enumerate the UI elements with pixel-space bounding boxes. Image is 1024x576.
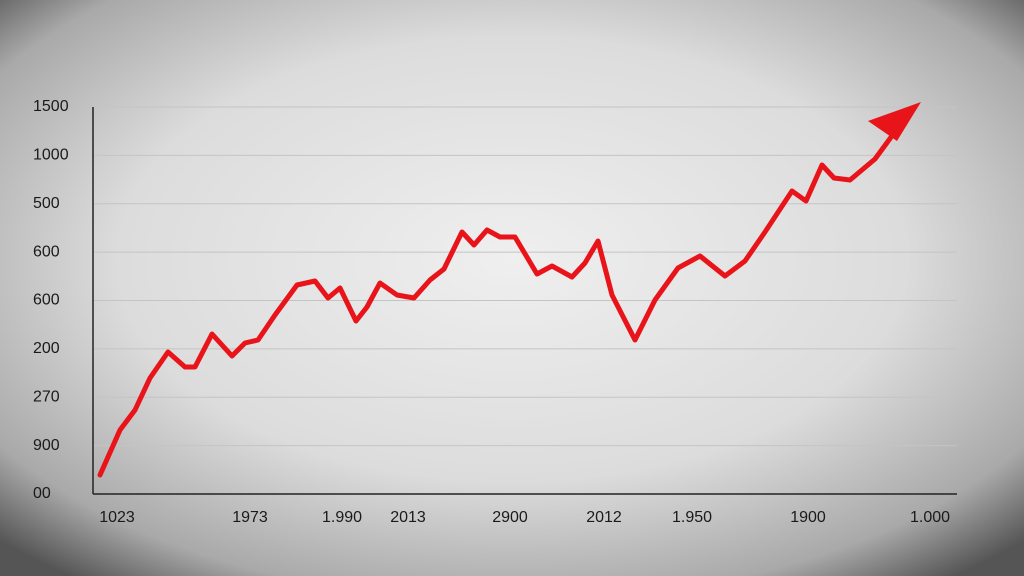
labels: 1500 1000 500 600 600 200 270 900 00 1023 1973 1.99… [33,98,950,526]
x-axis-label: 1.990 [322,509,362,526]
x-axis-label: 1023 [99,509,135,526]
x-axis-label: 2012 [586,509,622,526]
x-axis-label: 1.950 [672,509,712,526]
y-axis-label: 500 [33,195,60,212]
y-axis-label: 600 [33,292,60,309]
y-axis-label: 00 [33,485,51,502]
x-axis-label: 1.000 [910,509,950,526]
y-axis-label: 900 [33,437,60,454]
arrow-head [868,102,921,141]
x-axis-label: 2900 [492,509,528,526]
y-axis-label: 1500 [33,98,69,115]
x-axis-label: 1973 [232,509,268,526]
y-axis-label: 600 [33,243,60,260]
trend-line [97,122,903,478]
x-axis-label: 2013 [390,509,426,526]
y-axis-label: 1000 [33,147,69,164]
x-axis-label: 1900 [790,509,826,526]
y-axis-label: 270 [33,388,60,405]
y-axis-label: 200 [33,340,60,357]
